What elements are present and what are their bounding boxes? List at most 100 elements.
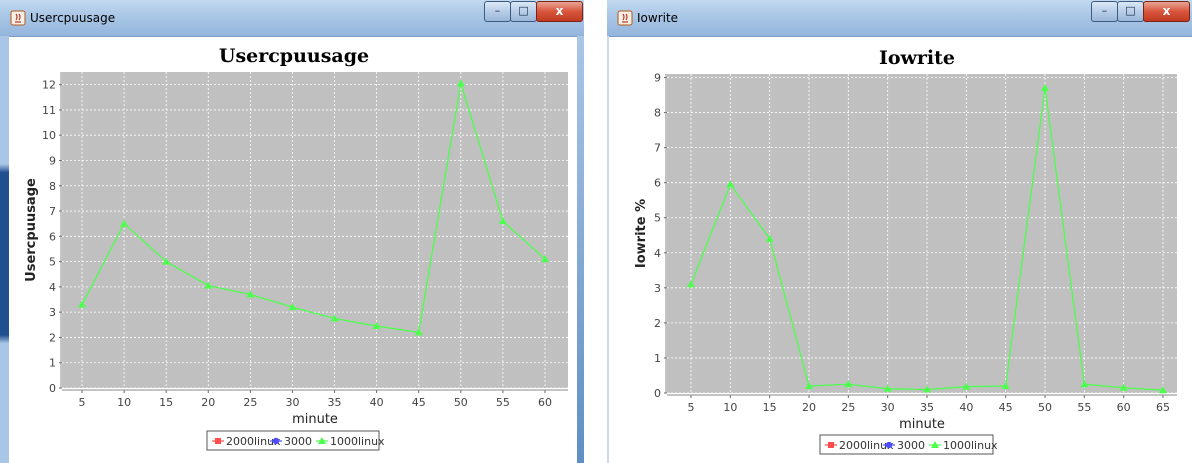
window-title: Iowrite (637, 11, 679, 25)
y-tick-label: 0 (654, 387, 661, 400)
x-tick-label: 50 (454, 396, 468, 409)
legend-label: 1000linux (330, 435, 385, 448)
x-tick-label: 25 (841, 401, 855, 414)
x-tick-label: 5 (79, 396, 86, 409)
x-tick-label: 40 (370, 396, 384, 409)
y-axis-label: Iowrite % (634, 199, 649, 268)
y-tick-label: 9 (654, 72, 661, 85)
data-point (765, 234, 774, 242)
y-tick-label: 12 (42, 79, 56, 92)
x-tick-label: 15 (763, 401, 777, 414)
x-axis-label: minute (292, 412, 338, 427)
x-tick-label: 10 (723, 401, 737, 414)
data-point (805, 381, 813, 389)
chart-title: Iowrite (879, 47, 955, 69)
y-tick-label: 6 (654, 177, 661, 190)
series-line-1000linux (81, 83, 546, 334)
data-point (498, 217, 507, 225)
legend-label: 3000 (897, 439, 925, 452)
x-tick-label: 60 (1117, 401, 1131, 414)
y-tick-label: 3 (49, 306, 56, 319)
data-point (1041, 84, 1049, 92)
x-tick-label: 25 (243, 396, 257, 409)
legend-label: 3000 (284, 435, 312, 448)
data-point (1001, 381, 1010, 389)
data-point (456, 79, 465, 87)
legend-marker-triangle (931, 441, 939, 448)
data-point (120, 219, 129, 227)
x-tick-label: 45 (412, 396, 426, 409)
y-tick-label: 8 (49, 180, 56, 193)
x-tick-label: 30 (881, 401, 895, 414)
legend: 2000linux 3000 1000linux (206, 430, 385, 451)
x-tick-label: 20 (201, 396, 215, 409)
x-tick-label: 5 (688, 401, 695, 414)
legend-label: 2000linux (839, 439, 894, 452)
legend: 2000linux 3000 1000linux (819, 434, 998, 455)
window-border (0, 36, 9, 463)
data-point (687, 280, 695, 288)
close-button[interactable]: x (1143, 1, 1190, 22)
title-bar[interactable]: Iowrite – □ x (607, 0, 1192, 37)
chart-title: Usercpuusage (219, 45, 369, 67)
legend-marker-circle (272, 437, 280, 445)
x-tick-label: 20 (802, 401, 816, 414)
java-app-icon (10, 10, 26, 26)
data-point (246, 290, 255, 298)
legend-box (819, 434, 994, 455)
data-point (204, 281, 213, 289)
legend-box (206, 430, 380, 451)
minimize-button[interactable]: – (1091, 1, 1118, 22)
y-tick-label: 8 (654, 107, 661, 120)
data-point (1159, 386, 1167, 394)
data-point (330, 314, 339, 322)
x-tick-label: 45 (999, 401, 1013, 414)
y-tick-label: 5 (49, 256, 56, 269)
window-title: Usercpuusage (30, 11, 116, 25)
close-button[interactable]: x (536, 1, 583, 22)
x-tick-label: 35 (328, 396, 342, 409)
y-tick-label: 9 (49, 154, 56, 167)
y-tick-label: 4 (654, 247, 661, 260)
y-tick-label: 2 (654, 317, 661, 330)
y-tick-label: 7 (49, 205, 56, 218)
data-point (541, 255, 549, 263)
y-tick-label: 11 (42, 104, 56, 117)
window-border (607, 36, 609, 463)
title-bar[interactable]: Usercpuusage – □ x (0, 0, 584, 37)
maximize-button[interactable]: □ (510, 1, 537, 22)
x-axis-label: minute (899, 417, 945, 432)
y-tick-label: 3 (654, 282, 661, 295)
y-tick-label: 1 (654, 352, 661, 365)
y-tick-label: 4 (49, 281, 56, 294)
data-point (162, 257, 171, 265)
x-tick-label: 50 (1038, 401, 1052, 414)
plot-area (62, 72, 568, 388)
y-axis-label: Usercpuusage (24, 178, 39, 282)
iowrite-window: Iowrite – □ x Iowrite 0 1 2 3 4 5 6 7 8 9 5 10 15 20 25… (607, 0, 1192, 463)
data-point (844, 380, 853, 388)
plot-area (667, 74, 1177, 393)
y-tick-label: 1 (49, 357, 56, 370)
minimize-button[interactable]: – (484, 1, 511, 22)
legend-marker-square (828, 442, 834, 448)
legend-marker-square (215, 438, 221, 444)
legend-marker-circle (885, 441, 893, 449)
y-tick-label: 0 (49, 382, 56, 395)
x-tick-label: 35 (920, 401, 934, 414)
maximize-button[interactable]: □ (1117, 1, 1144, 22)
x-tick-label: 55 (496, 396, 510, 409)
window-border (577, 36, 584, 463)
data-point (923, 385, 931, 393)
legend-marker-triangle (318, 437, 326, 444)
x-tick-label: 10 (117, 396, 131, 409)
x-tick-label: 55 (1077, 401, 1091, 414)
x-tick-label: 40 (959, 401, 973, 414)
legend-label: 1000linux (943, 439, 998, 452)
y-tick-label: 6 (49, 230, 56, 243)
data-point (883, 384, 892, 392)
data-point (726, 180, 735, 188)
x-tick-label: 30 (285, 396, 299, 409)
